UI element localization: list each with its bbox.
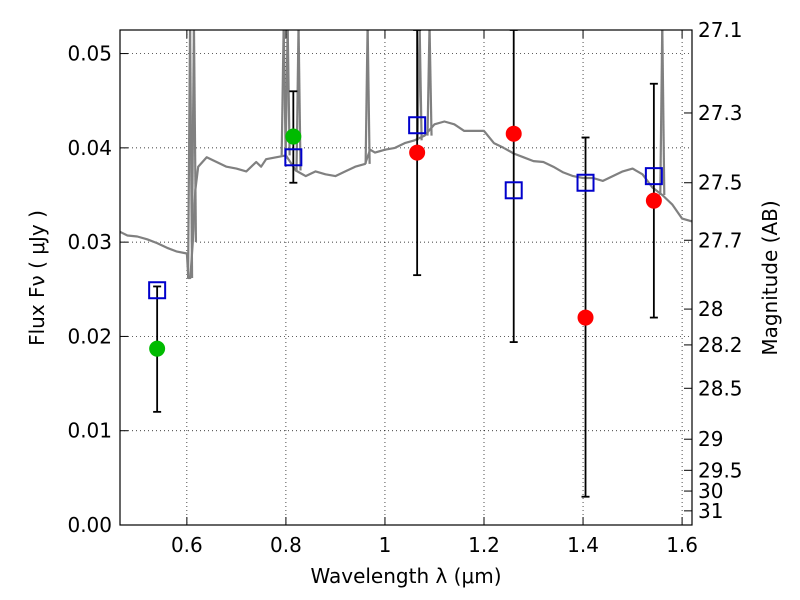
y-axis-title-right: Magnitude (AB) — [758, 200, 782, 355]
y-tick-label: 0.03 — [67, 230, 112, 254]
observed-flux-point — [409, 144, 426, 161]
y-tick-label: 0.05 — [67, 42, 112, 66]
model-flux-square — [644, 167, 663, 186]
mag-tick-label: 28 — [698, 297, 723, 321]
x-tick-label: 0.8 — [270, 533, 302, 557]
series-layer — [120, 30, 692, 498]
model-flux-square — [148, 281, 167, 300]
emission-line-spike — [297, 30, 302, 171]
emission-line-spike — [661, 30, 666, 196]
observed-flux-point — [645, 192, 662, 209]
x-tick-label: 1.2 — [468, 533, 500, 557]
observed-flux-point — [505, 125, 522, 142]
observed-flux-point — [577, 309, 594, 326]
series-clipped — [120, 30, 692, 498]
grid — [120, 30, 692, 526]
emission-line-spike — [418, 30, 423, 141]
plot-frame — [119, 29, 693, 526]
observed-flux-point — [285, 128, 302, 145]
emission-line-spike — [428, 30, 433, 136]
mag-tick-label: 27.1 — [698, 18, 743, 42]
x-axis-title: Wavelength λ (μm) — [310, 564, 501, 588]
model-flux-square — [576, 173, 595, 192]
mag-tick-label: 28.2 — [698, 333, 743, 357]
x-tick-label: 0.6 — [171, 533, 203, 557]
y-tick-label: 0.01 — [67, 419, 112, 443]
axis-ticks: 0.6 0.8 1 1.2 1.4 1.6 0.00 0.01 0.02 0.03 0.04 0.05… — [67, 18, 742, 557]
y-tick-label: 0.02 — [67, 324, 112, 348]
x-tick-label: 1.6 — [666, 533, 698, 557]
mag-tick-label: 27.7 — [698, 228, 743, 252]
mag-tick-label: 30 — [698, 479, 723, 503]
emission-line-spike — [366, 30, 371, 164]
observed-flux-point — [149, 340, 166, 357]
mag-tick-label: 27.5 — [698, 171, 743, 195]
mag-tick-label: 29.5 — [698, 458, 743, 482]
mag-tick-label: 28.5 — [698, 376, 743, 400]
model-flux-square — [504, 181, 523, 200]
x-tick-label: 1.4 — [567, 533, 599, 557]
mag-tick-label: 31 — [698, 499, 723, 523]
emission-line-spike — [192, 30, 198, 243]
y-tick-label: 0.04 — [67, 136, 112, 160]
axes-box — [119, 29, 693, 526]
spectrum-line — [120, 120, 692, 280]
model-flux-square — [408, 116, 427, 135]
y-axis-title-left: Flux Fν ( μJy ) — [25, 210, 49, 346]
y-tick-label: 0.00 — [67, 513, 112, 537]
model-flux-square — [284, 148, 303, 167]
mag-tick-label: 29 — [698, 427, 723, 451]
mag-tick-label: 27.3 — [698, 101, 743, 125]
x-tick-label: 1 — [379, 533, 392, 557]
